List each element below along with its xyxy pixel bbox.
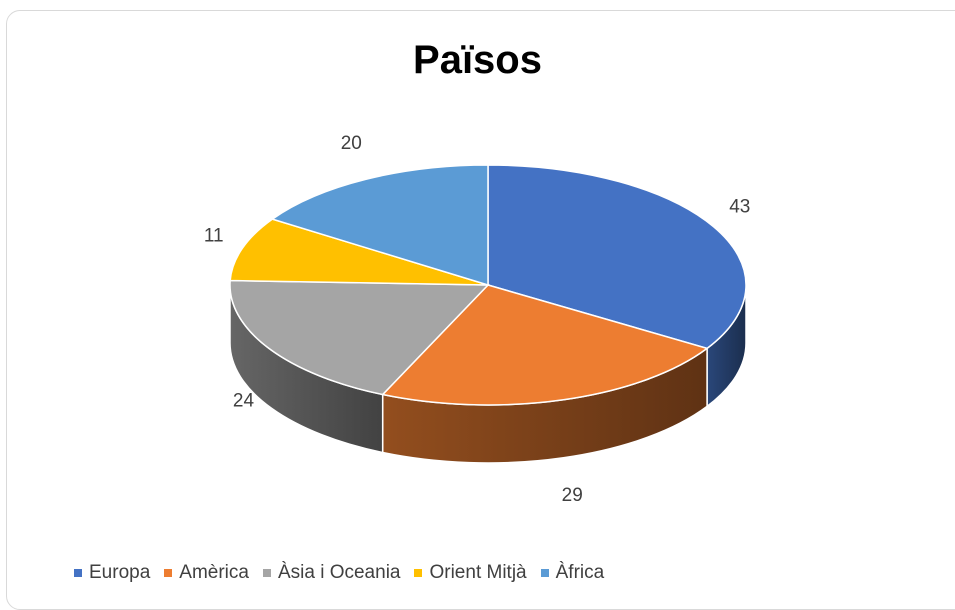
legend-label: Àfrica — [555, 562, 605, 583]
legend-swatch — [262, 569, 271, 577]
chart-legend: Europa Amèrica Àsia i Oceania Orient Mitjà À… — [74, 560, 618, 586]
pie-data-labels: 43 29 24 11 20 — [204, 133, 751, 506]
data-label-asia-i-oceania: 24 — [233, 391, 255, 412]
legend-item-america: Amèrica — [164, 562, 249, 584]
legend-item-orient-mitja: Orient Mitjà — [414, 562, 527, 584]
legend-label: Amèrica — [179, 562, 249, 583]
legend-label: Àsia i Oceania — [277, 562, 401, 583]
legend-item-asia-i-oceania: Àsia i Oceania — [262, 562, 401, 584]
data-label-africa: 20 — [341, 133, 362, 154]
legend-label: Europa — [89, 562, 151, 583]
data-label-europa: 43 — [729, 196, 750, 217]
pie-chart: 43 29 24 11 20 — [204, 133, 751, 506]
pie-slice-africa — [270, 164, 489, 287]
pie-slice-europa — [487, 164, 747, 350]
legend-swatch — [414, 569, 423, 577]
legend-label: Orient Mitjà — [429, 562, 527, 583]
legend-item-africa: Àfrica — [540, 562, 605, 584]
pie-slice-america — [381, 284, 709, 406]
chart-title: Països — [413, 38, 542, 82]
pie-slice-orient-mitja — [229, 218, 489, 286]
legend-item-europa: Europa — [74, 562, 150, 584]
legend-swatch — [540, 569, 549, 577]
pie-slice-asia-i-oceania — [229, 279, 490, 396]
data-label-america: 29 — [562, 485, 583, 506]
pie-tops — [229, 164, 747, 406]
legend-swatch — [164, 569, 173, 577]
data-label-orient-mitja: 11 — [204, 225, 224, 246]
legend-swatch — [74, 569, 82, 577]
